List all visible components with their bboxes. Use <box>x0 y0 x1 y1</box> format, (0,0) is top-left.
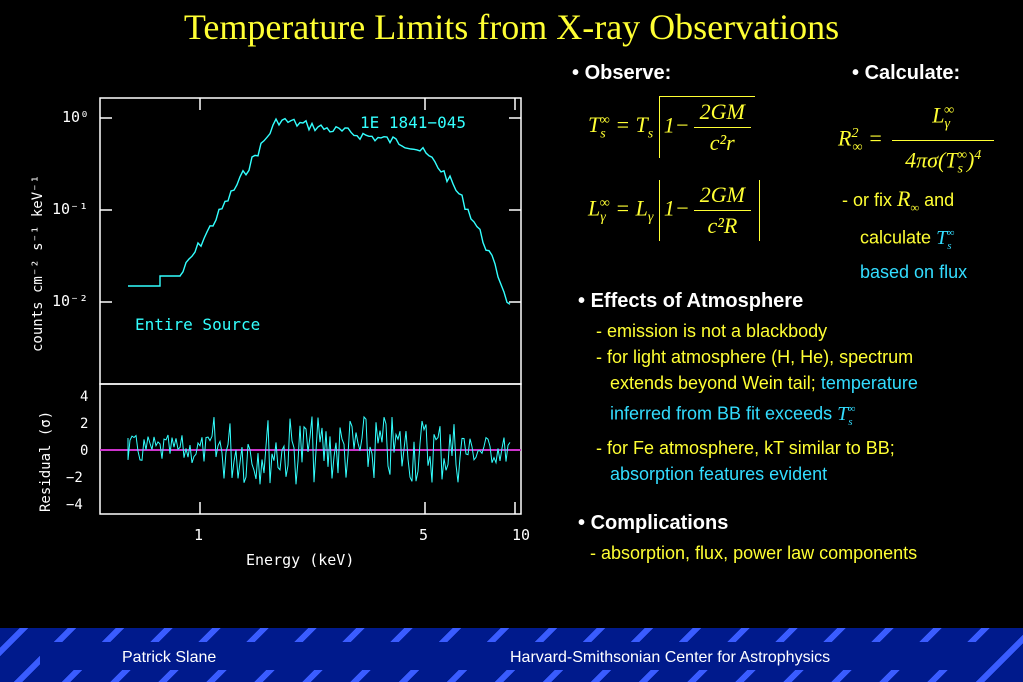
calculate-heading: • Calculate: <box>852 62 961 84</box>
observe-heading: • Observe: <box>572 62 672 84</box>
y-tick-label: −4 <box>66 497 83 513</box>
complications-heading: • Complications <box>578 512 729 534</box>
complications-text: - absorption, flux, power law components <box>590 543 918 563</box>
t-infinity-symbol: Ts∞ <box>837 402 856 428</box>
footer-author: Patrick Slane <box>122 649 217 666</box>
y-tick-label: 2 <box>80 416 88 432</box>
y-tick-label: 10⁻² <box>52 292 88 310</box>
y-axis-label-bottom: Residual (σ) <box>38 411 54 512</box>
y-tick-label: 10⁰ <box>62 108 89 126</box>
t-infinity-symbol: Ts∞ <box>936 227 955 253</box>
residual-trace <box>127 415 511 485</box>
slide-title: Temperature Limits from X-ray Observatio… <box>183 7 840 47</box>
spectrum-figure: 10⁰ 10⁻¹ 10⁻² 1E 1841−045 Entire Source … <box>30 97 530 569</box>
x-tick-label: 1 <box>194 526 203 544</box>
spectrum-panel: 10⁰ 10⁻¹ 10⁻² 1E 1841−045 Entire Source … <box>30 97 522 385</box>
region-label: Entire Source <box>135 315 260 334</box>
y-tick-label: 10⁻¹ <box>52 200 88 218</box>
r-infinity-symbol: R∞ <box>897 186 920 215</box>
x-tick-label: 5 <box>419 526 428 544</box>
or-fix-note: - or fix R∞ and calculate Ts∞ based on f… <box>842 186 968 283</box>
y-tick-label: 4 <box>80 389 88 405</box>
spectrum-trace <box>128 117 511 305</box>
residual-data <box>127 415 511 485</box>
x-axis-label: Energy (keV) <box>246 551 354 569</box>
source-label: 1E 1841−045 <box>360 113 466 132</box>
effects-heading: • Effects of Atmosphere <box>578 290 804 312</box>
footer-institution: Harvard-Smithsonian Center for Astrophys… <box>510 649 831 666</box>
luminosity-equation: Lγ∞ = Lγ 1− 2GM c²R <box>588 180 760 241</box>
spectrum-data <box>128 117 511 305</box>
effects-list: - emission is not a blackbody - for ligh… <box>596 321 918 484</box>
residual-panel: 4 2 0 −2 −4 Residual (σ) 1 5 10 Energy (… <box>38 383 530 569</box>
y-axis-label-top: counts cm⁻² s⁻¹ keV⁻¹ <box>30 175 46 352</box>
temperature-equation: Ts∞ = Ts 1− 2GM c²r <box>588 96 755 158</box>
radius-equation: R2∞ = Lγ∞ 4πσ(Ts∞)4 <box>838 96 998 184</box>
x-tick-label: 10 <box>512 526 530 544</box>
y-tick-label: 0 <box>80 443 88 459</box>
footer-bar: Patrick Slane Harvard-Smithsonian Center… <box>0 628 1023 682</box>
y-tick-label: −2 <box>66 470 83 486</box>
